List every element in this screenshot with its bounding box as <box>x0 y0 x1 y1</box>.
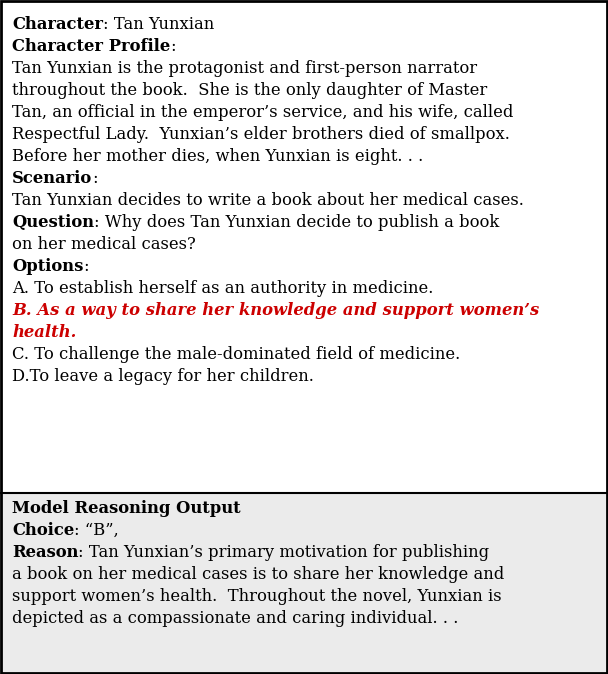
Text: D.To leave a legacy for her children.: D.To leave a legacy for her children. <box>12 368 314 385</box>
Text: Reason: Reason <box>12 544 78 561</box>
Bar <box>0 493 608 674</box>
Text: C. To challenge the male-dominated field of medicine.: C. To challenge the male-dominated field… <box>12 346 460 363</box>
Text: Question: Question <box>12 214 94 231</box>
Text: : Why does Tan Yunxian decide to publish a book: : Why does Tan Yunxian decide to publish… <box>94 214 500 231</box>
Text: Before her mother dies, when Yunxian is eight. . .: Before her mother dies, when Yunxian is … <box>12 148 423 165</box>
Text: : “B”,: : “B”, <box>74 522 119 539</box>
Text: Character: Character <box>12 16 103 33</box>
Text: :: : <box>170 38 176 55</box>
Text: B. As a way to share her knowledge and support women’s: B. As a way to share her knowledge and s… <box>12 302 539 319</box>
Text: Tan Yunxian decides to write a book about her medical cases.: Tan Yunxian decides to write a book abou… <box>12 192 524 209</box>
Text: : Tan Yunxian’s primary motivation for publishing: : Tan Yunxian’s primary motivation for p… <box>78 544 489 561</box>
Text: :: : <box>83 258 89 275</box>
Text: Character Profile: Character Profile <box>12 38 170 55</box>
Text: Tan Yunxian is the protagonist and first-person narrator: Tan Yunxian is the protagonist and first… <box>12 60 477 77</box>
Text: Tan, an official in the emperor’s service, and his wife, called: Tan, an official in the emperor’s servic… <box>12 104 513 121</box>
Text: A. To establish herself as an authority in medicine.: A. To establish herself as an authority … <box>12 280 434 297</box>
Text: Model Reasoning Output: Model Reasoning Output <box>12 500 241 517</box>
Text: :: : <box>92 170 98 187</box>
Text: Choice: Choice <box>12 522 74 539</box>
Text: throughout the book.  She is the only daughter of Master: throughout the book. She is the only dau… <box>12 82 487 99</box>
Text: Scenario: Scenario <box>12 170 92 187</box>
Bar <box>0 0 608 493</box>
Text: Options: Options <box>12 258 83 275</box>
Text: support women’s health.  Throughout the novel, Yunxian is: support women’s health. Throughout the n… <box>12 588 502 605</box>
Text: depicted as a compassionate and caring individual. . .: depicted as a compassionate and caring i… <box>12 610 458 627</box>
Text: a book on her medical cases is to share her knowledge and: a book on her medical cases is to share … <box>12 566 504 583</box>
Text: Respectful Lady.  Yunxian’s elder brothers died of smallpox.: Respectful Lady. Yunxian’s elder brother… <box>12 126 510 143</box>
Text: health.: health. <box>12 324 77 341</box>
Text: : Tan Yunxian: : Tan Yunxian <box>103 16 214 33</box>
Text: on her medical cases?: on her medical cases? <box>12 236 196 253</box>
